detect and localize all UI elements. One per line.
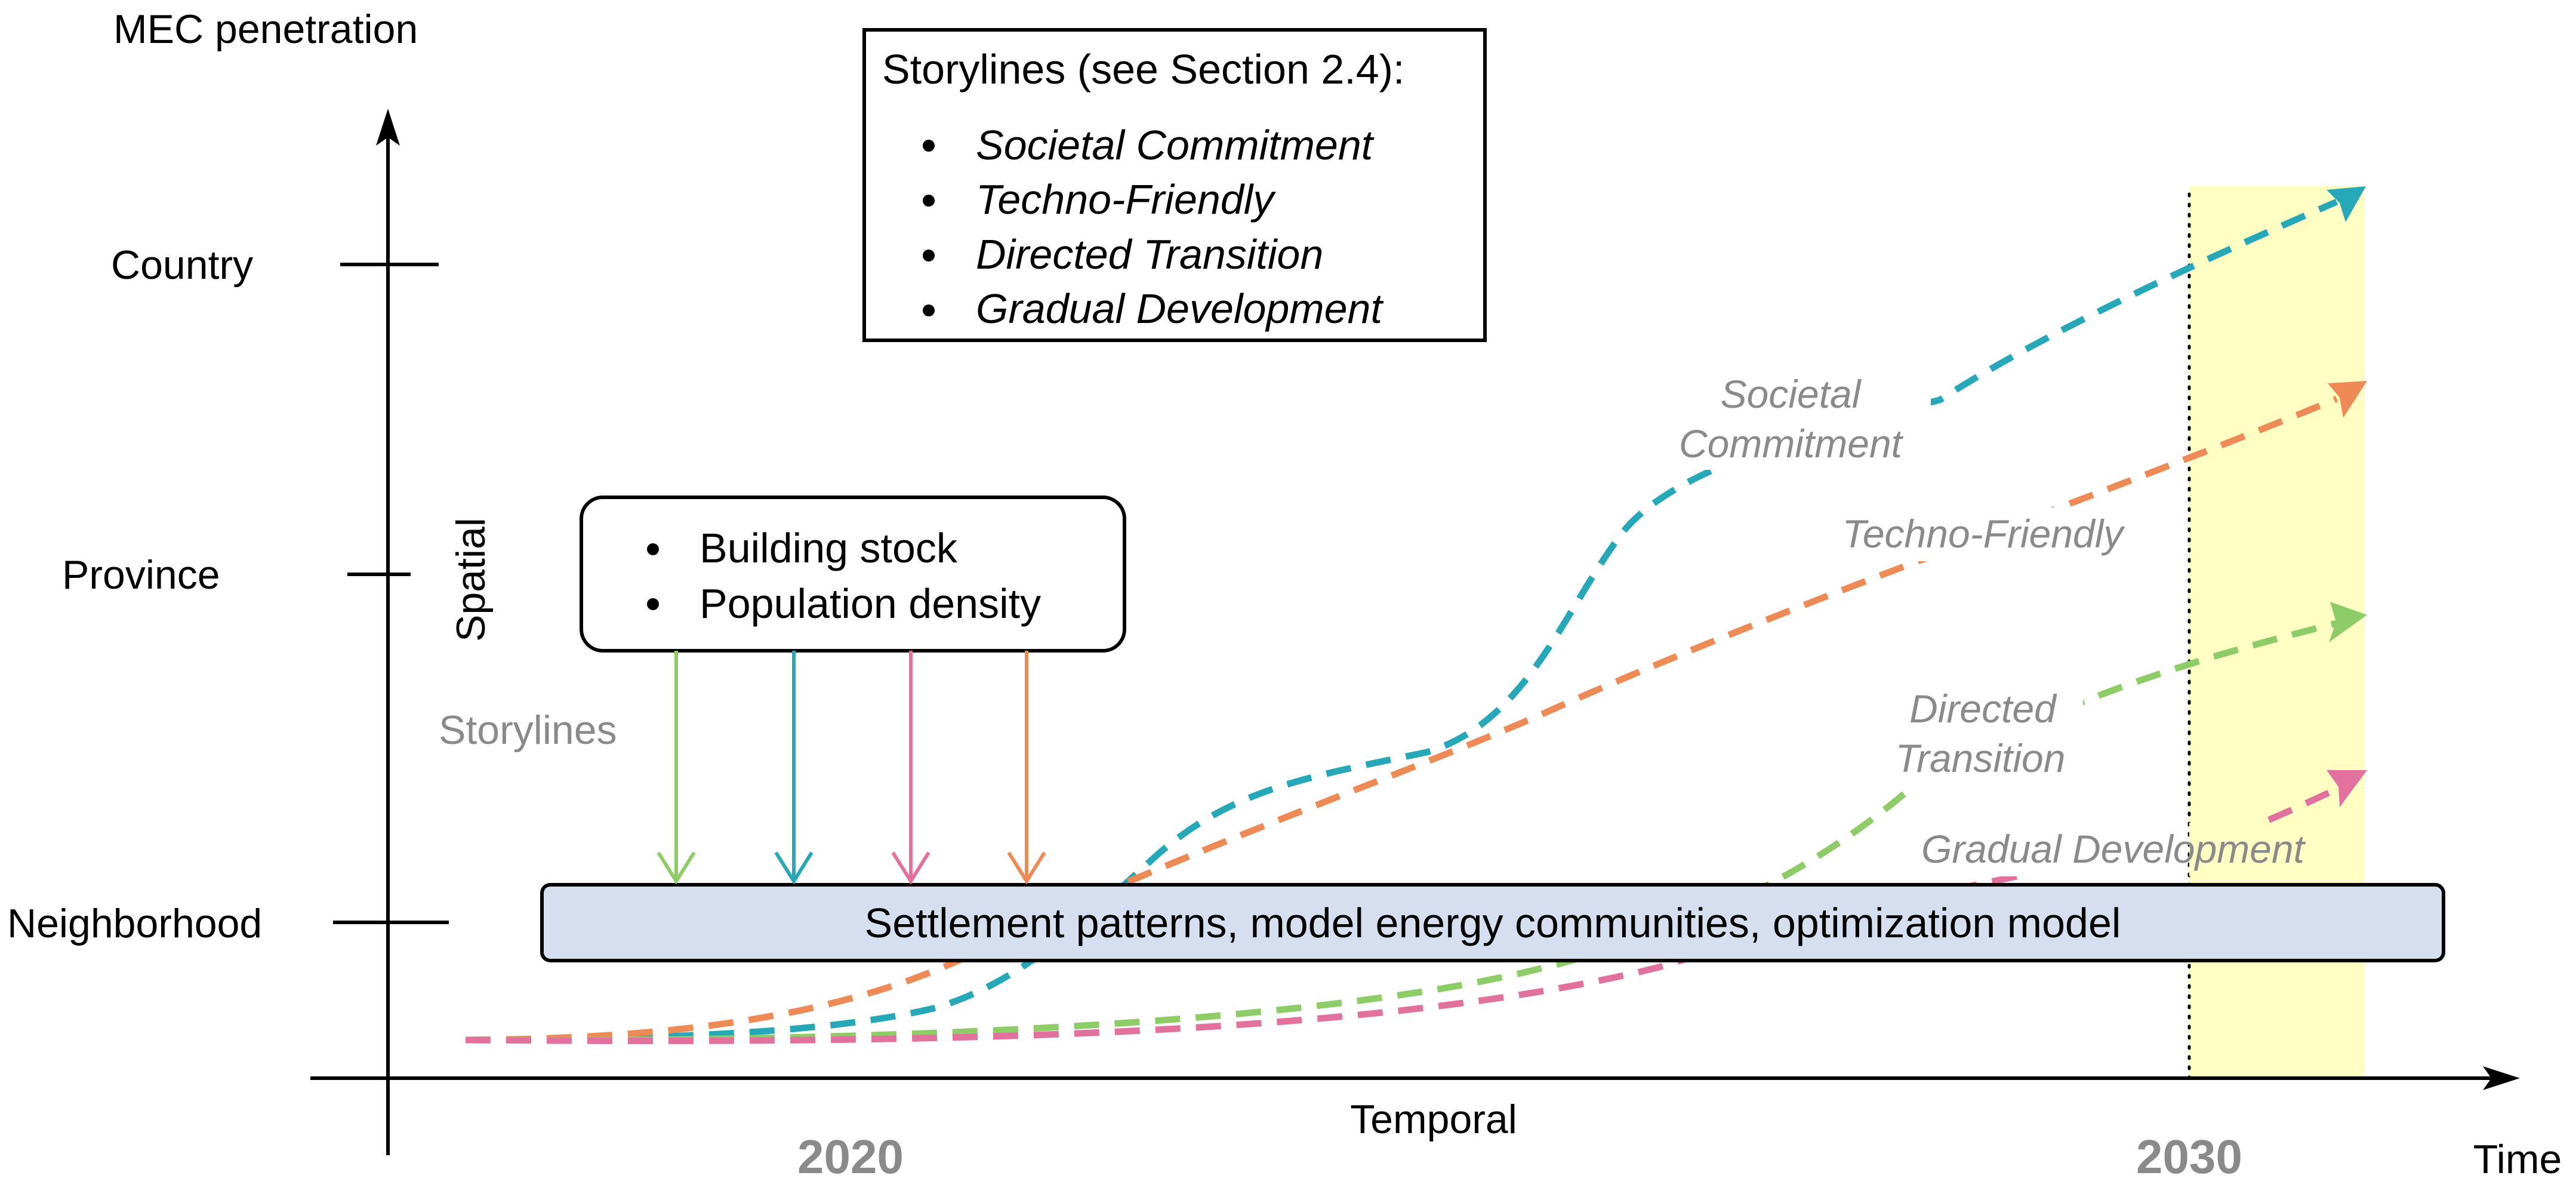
storyline-arrow-societal <box>774 651 814 885</box>
label-bg-directed <box>1874 684 2083 790</box>
legend-item-directed-transition: Directed Transition <box>976 231 1323 278</box>
legend-bullet-4 <box>923 304 935 316</box>
label-societal-line2: Commitment <box>1679 421 1904 466</box>
bullet-population-density <box>647 598 659 610</box>
settlement-model-bar-text: Settlement patterns, model energy commun… <box>865 900 2121 946</box>
label-techno-friendly: Techno-Friendly <box>1842 512 2126 556</box>
label-bg-techno <box>1820 507 2143 561</box>
label-bg-gradual <box>1910 823 2184 876</box>
temporal-axis-label: Temporal <box>1350 1097 1517 1142</box>
bullet-building-stock <box>647 543 659 555</box>
spatial-axis-label: Spatial <box>448 518 494 642</box>
storylines-arrows-label: Storylines <box>439 707 617 753</box>
label-societal-line1: Societal <box>1721 372 1862 416</box>
arrowhead-gradual <box>2327 770 2367 807</box>
legend-item-techno-friendly: Techno-Friendly <box>976 176 1276 223</box>
storyline-arrow-techno <box>1007 651 1046 885</box>
legend-bullet-1 <box>923 140 935 152</box>
curve-arrowheads <box>2327 186 2367 807</box>
curve-societal-commitment <box>465 198 2338 1044</box>
label-directed-line1: Directed <box>1909 687 2057 731</box>
arrowhead-societal <box>2327 186 2366 222</box>
label-gradual-development: Gradual Development <box>1921 827 2306 871</box>
storyline-input-arrows <box>657 651 1046 885</box>
arrowhead-techno <box>2328 381 2367 418</box>
level-label-neighborhood: Neighborhood <box>7 901 262 946</box>
year-label-2020: 2020 <box>797 1130 904 1183</box>
label-bg-societal <box>1674 361 1931 470</box>
spatial-item-population-density: Population density <box>700 580 1041 627</box>
storylines-legend-title: Storylines (see Section 2.4): <box>882 46 1404 93</box>
storyline-arrow-gradual <box>891 651 930 885</box>
y-axis <box>376 109 400 1155</box>
storyline-arrow-directed <box>657 651 696 885</box>
x-axis <box>310 1066 2520 1090</box>
label-bg-gradual-band <box>2189 823 2338 876</box>
legend-item-gradual-development: Gradual Development <box>976 285 1383 332</box>
level-label-province: Province <box>62 552 220 598</box>
legend-item-societal-commitment: Societal Commitment <box>976 122 1375 168</box>
settlement-model-bar <box>540 883 2445 962</box>
spatial-factors-box <box>580 496 1126 653</box>
x-axis-title: Time <box>2473 1137 2562 1182</box>
year-label-2030: 2030 <box>2136 1130 2242 1183</box>
storylines-legend-box <box>862 28 1487 342</box>
arrowhead-directed <box>2329 602 2367 642</box>
legend-bullet-3 <box>923 250 935 261</box>
label-directed-line2: Transition <box>1896 736 2066 780</box>
y-axis-title: MEC penetration <box>113 7 418 52</box>
legend-bullet-2 <box>923 195 935 207</box>
level-label-country: Country <box>111 242 253 288</box>
spatial-item-building-stock: Building stock <box>700 525 958 571</box>
